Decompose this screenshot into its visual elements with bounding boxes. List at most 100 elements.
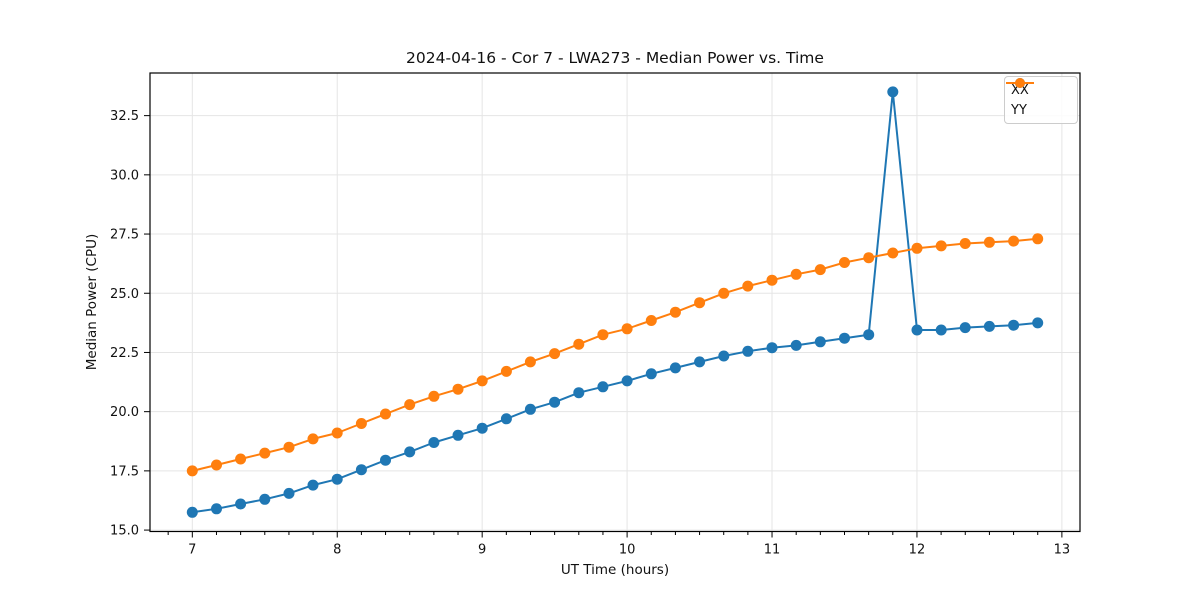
data-point-yy: [307, 433, 319, 445]
data-point-yy: [790, 268, 802, 280]
data-point-xx: [549, 396, 561, 408]
y-axis-label: Median Power (CPU): [84, 233, 100, 371]
data-point-xx: [1032, 317, 1044, 329]
data-point-xx: [959, 322, 971, 334]
data-point-xx: [718, 350, 730, 362]
y-tick-label: 30.0: [110, 168, 139, 183]
data-point-yy: [404, 399, 416, 411]
data-point-xx: [742, 345, 754, 357]
y-tick-label: 27.5: [110, 228, 139, 243]
data-point-yy: [621, 323, 633, 335]
data-point-xx: [911, 324, 923, 336]
data-point-xx: [380, 454, 391, 466]
series-xx-line: [192, 90, 1038, 514]
data-point-yy: [331, 427, 343, 439]
data-point-yy: [983, 236, 995, 248]
data-point-yy: [235, 453, 247, 465]
data-point-yy: [669, 306, 681, 318]
data-point-xx: [524, 403, 536, 415]
x-tick-label: 12: [909, 543, 926, 558]
data-point-xx: [983, 320, 995, 332]
data-point-yy: [863, 252, 875, 264]
data-point-xx: [428, 437, 440, 448]
legend-label: YY: [1011, 102, 1027, 118]
data-point-yy: [718, 287, 730, 299]
x-tick-label: 7: [188, 543, 196, 558]
x-tick-label: 11: [764, 543, 781, 558]
data-point-xx: [573, 387, 585, 399]
data-point-xx: [476, 422, 488, 434]
data-point-yy: [645, 315, 657, 326]
data-point-xx: [211, 503, 222, 515]
series-xx: [192, 90, 1038, 514]
data-point-yy: [911, 242, 923, 254]
data-point-yy: [814, 264, 826, 276]
data-point-yy: [694, 297, 706, 309]
data-point-xx: [283, 487, 295, 499]
data-point-yy: [355, 418, 367, 429]
data-point-yy: [1032, 233, 1044, 245]
data-point-xx: [694, 356, 706, 368]
data-point-yy: [887, 247, 899, 259]
data-point-yy: [186, 465, 198, 477]
legend-item-yy: YY: [1006, 78, 1071, 120]
data-point-xx: [935, 324, 947, 336]
data-point-xx: [500, 413, 512, 425]
axis-ticks: [144, 115, 1063, 538]
plot-border: [149, 72, 1081, 533]
data-point-yy: [476, 375, 488, 387]
data-point-xx: [814, 336, 826, 348]
grid: [150, 73, 1080, 532]
data-point-yy: [839, 257, 850, 268]
data-point-xx: [790, 339, 802, 351]
data-point-yy: [524, 356, 536, 368]
data-point-xx: [839, 332, 850, 344]
data-point-xx: [307, 479, 319, 491]
data-point-yy: [742, 280, 754, 292]
series-yy-markers: [186, 233, 1044, 477]
data-point-xx: [404, 446, 416, 458]
data-point-yy: [597, 329, 609, 341]
data-point-xx: [355, 464, 367, 476]
data-point-yy: [766, 274, 778, 286]
data-point-xx: [452, 429, 464, 441]
y-tick-label: 15.0: [110, 524, 139, 539]
series-xx-markers: [186, 86, 1044, 518]
data-point-xx: [186, 506, 198, 518]
data-point-xx: [621, 375, 633, 387]
y-tick-label: 17.5: [110, 464, 139, 479]
y-tick-label: 20.0: [110, 405, 139, 420]
data-point-xx: [259, 493, 271, 505]
data-point-yy: [259, 447, 271, 459]
legend-label: XX: [1011, 82, 1029, 98]
x-tick-label: 9: [478, 543, 486, 558]
legend-line-sample-icon: [1006, 78, 1034, 88]
data-point-xx: [887, 86, 899, 98]
x-tick-label: 13: [1054, 543, 1071, 558]
data-point-yy: [1008, 235, 1020, 247]
data-point-yy: [211, 459, 222, 471]
chart-title: 2024-04-16 - Cor 7 - LWA273 - Median Pow…: [406, 49, 824, 67]
x-axis-label: UT Time (hours): [560, 562, 670, 578]
data-point-yy: [573, 338, 585, 350]
data-point-xx: [766, 342, 778, 354]
data-point-xx: [235, 498, 247, 510]
data-point-yy: [500, 365, 512, 377]
data-point-yy: [935, 240, 947, 252]
y-tick-label: 32.5: [110, 109, 139, 124]
data-point-yy: [452, 383, 464, 395]
x-tick-label: 10: [619, 543, 636, 558]
data-point-yy: [549, 348, 561, 360]
data-point-xx: [1008, 319, 1020, 331]
data-point-xx: [863, 329, 875, 341]
data-point-yy: [380, 408, 391, 420]
data-point-xx: [597, 381, 609, 393]
data-point-xx: [645, 368, 657, 380]
data-point-yy: [959, 238, 971, 249]
y-tick-label: 22.5: [110, 346, 139, 361]
data-point-xx: [669, 362, 681, 374]
data-point-yy: [428, 390, 440, 402]
data-point-yy: [283, 441, 295, 453]
